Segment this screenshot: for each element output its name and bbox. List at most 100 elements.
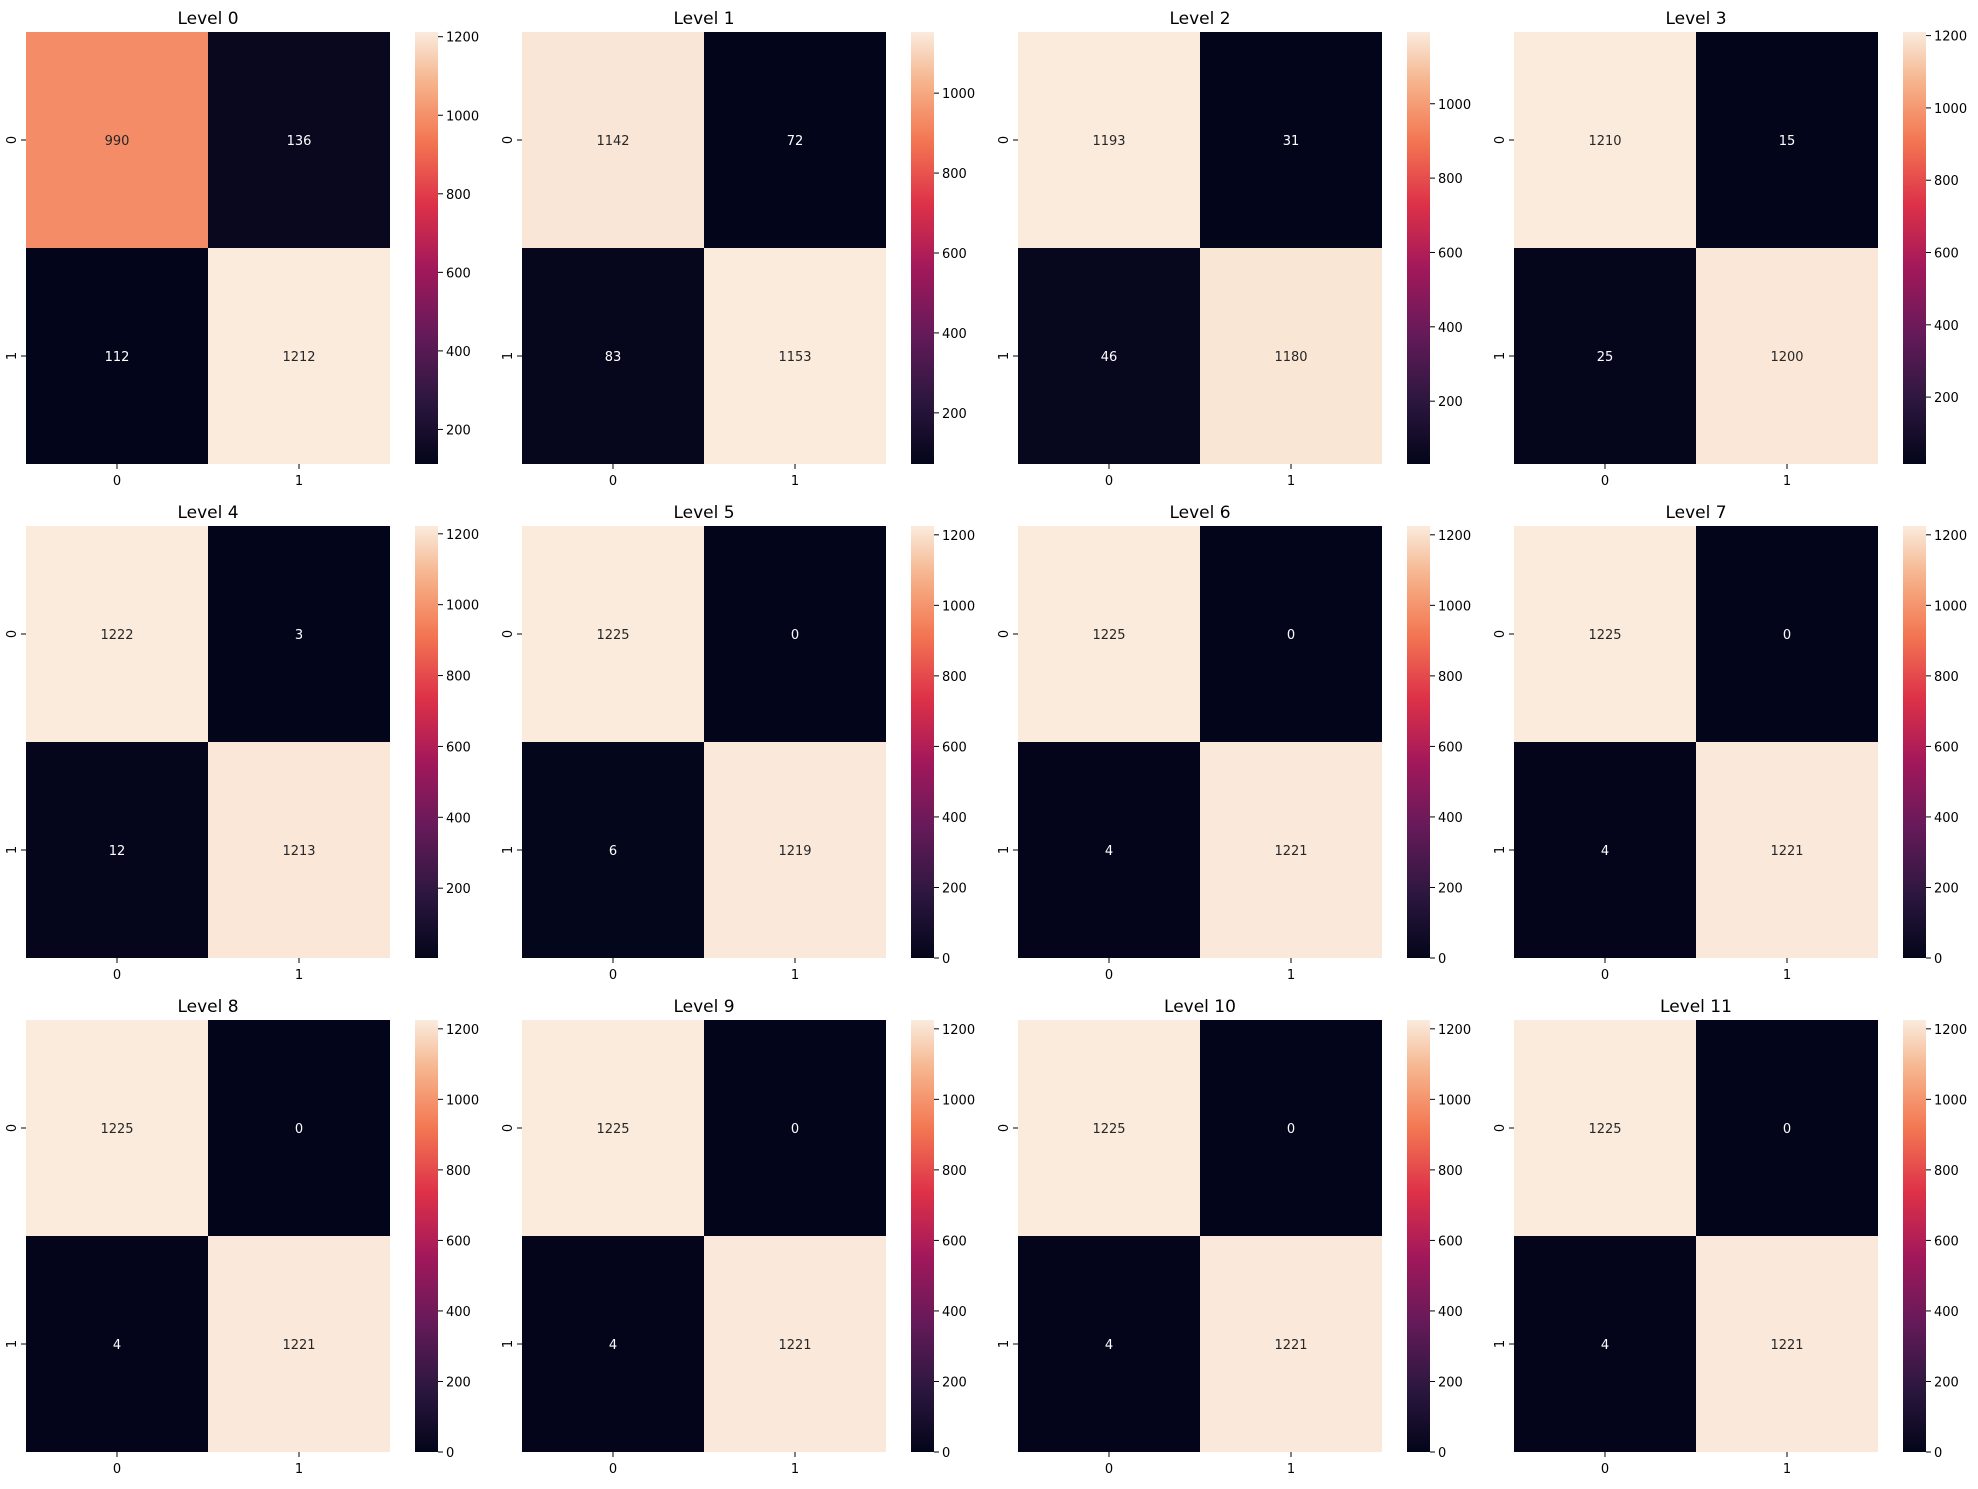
- panel-title: Level 5: [673, 503, 734, 523]
- heatmap-cell: [704, 248, 886, 464]
- heatmap-cell: [704, 1236, 886, 1452]
- colorbar-tick-label: 1200: [942, 529, 975, 544]
- heatmap-cell: [522, 1020, 704, 1236]
- heatmap-panel-5: Level 5 1225 0 6 1219 0 1 0 1 0 200 400 600 800 1000 12…: [501, 503, 975, 983]
- y-tick-label: 1: [5, 846, 20, 854]
- x-tick-label: 0: [609, 1462, 617, 1477]
- colorbar-tick-label: 200: [446, 882, 471, 897]
- y-tick-label: 0: [997, 630, 1012, 638]
- colorbar-tick-label: 1200: [446, 1023, 479, 1038]
- colorbar-tick-label: 0: [1438, 1446, 1446, 1461]
- colorbar-tick-label: 200: [942, 881, 967, 896]
- colorbar: [1903, 1020, 1926, 1452]
- y-tick-label: 1: [997, 352, 1012, 360]
- heatmap-cell: [26, 248, 208, 464]
- colorbar-tick-label: 0: [1934, 952, 1942, 967]
- cell-value-label: 1213: [282, 844, 315, 859]
- x-tick-label: 0: [609, 968, 617, 983]
- heatmap-cell: [1200, 248, 1382, 464]
- heatmap-cell: [522, 526, 704, 742]
- heatmap-cell: [1696, 742, 1878, 958]
- x-tick-label: 0: [1601, 1462, 1609, 1477]
- y-tick-label: 0: [997, 136, 1012, 144]
- colorbar-tick-label: 200: [1934, 881, 1959, 896]
- x-tick-label: 0: [113, 968, 121, 983]
- cell-value-label: 46: [1101, 350, 1118, 365]
- heatmap-cell: [704, 1020, 886, 1236]
- colorbar-tick-label: 1000: [446, 1093, 479, 1108]
- panel-title: Level 2: [1169, 9, 1230, 29]
- colorbar-tick-label: 0: [1438, 952, 1446, 967]
- x-tick-label: 0: [1105, 1462, 1113, 1477]
- colorbar-tick-label: 0: [942, 1446, 950, 1461]
- heatmap-panel-7: Level 7 1225 0 4 1221 0 1 0 1 0 200 400 600 800 1000 12…: [1493, 503, 1967, 983]
- cell-value-label: 4: [1105, 1338, 1113, 1353]
- heatmap-cell: [1696, 1020, 1878, 1236]
- cell-value-label: 4: [113, 1338, 121, 1353]
- heatmap-cell: [1200, 742, 1382, 958]
- heatmap-cell: [1514, 248, 1696, 464]
- cell-value-label: 1221: [282, 1338, 315, 1353]
- colorbar-tick-label: 400: [1934, 1305, 1959, 1320]
- colorbar-tick-label: 0: [942, 952, 950, 967]
- y-tick-label: 0: [501, 630, 516, 638]
- cell-value-label: 1221: [1770, 844, 1803, 859]
- cell-value-label: 1225: [1092, 628, 1125, 643]
- heatmap-cell: [522, 32, 704, 248]
- colorbar-tick-label: 400: [942, 811, 967, 826]
- colorbar-tick-label: 400: [446, 1305, 471, 1320]
- y-tick-label: 0: [5, 1124, 20, 1132]
- cell-value-label: 4: [1105, 844, 1113, 859]
- heatmap-cell: [1514, 32, 1696, 248]
- colorbar-tick-label: 1200: [1934, 1023, 1967, 1038]
- colorbar: [911, 526, 934, 958]
- cell-value-label: 1225: [596, 1122, 629, 1137]
- colorbar-tick-label: 400: [942, 1305, 967, 1320]
- heatmap-cell: [1200, 526, 1382, 742]
- heatmap-panel-6: Level 6 1225 0 4 1221 0 1 0 1 0 200 400 600 800 1000 12…: [997, 503, 1471, 983]
- cell-value-label: 1225: [1092, 1122, 1125, 1137]
- colorbar-tick-label: 600: [446, 266, 471, 281]
- colorbar-tick-label: 600: [1438, 740, 1463, 755]
- x-tick-label: 0: [113, 474, 121, 489]
- heatmap-cell: [1200, 32, 1382, 248]
- panel-title: Level 9: [673, 997, 734, 1017]
- heatmap-cell: [522, 742, 704, 958]
- colorbar-tick-label: 400: [446, 345, 471, 360]
- y-tick-label: 0: [501, 136, 516, 144]
- panel-title: Level 11: [1660, 997, 1732, 1017]
- colorbar-tick-label: 200: [446, 423, 471, 438]
- cell-value-label: 1200: [1770, 350, 1803, 365]
- heatmap-cell: [208, 32, 390, 248]
- cell-value-label: 1221: [1274, 1338, 1307, 1353]
- panel-title: Level 0: [177, 9, 238, 29]
- colorbar-tick-label: 1200: [1934, 30, 1967, 45]
- cell-value-label: 1221: [1274, 844, 1307, 859]
- y-tick-label: 1: [1493, 352, 1508, 360]
- y-tick-label: 0: [1493, 1124, 1508, 1132]
- y-tick-label: 1: [5, 1340, 20, 1348]
- heatmap-panel-11: Level 11 1225 0 4 1221 0 1 0 1 0 200 400 600 800 1000 1…: [1493, 997, 1967, 1477]
- cell-value-label: 4: [1601, 844, 1609, 859]
- colorbar: [415, 32, 438, 464]
- y-tick-label: 0: [501, 1124, 516, 1132]
- colorbar-tick-label: 1200: [1438, 529, 1471, 544]
- colorbar-tick-label: 800: [446, 1164, 471, 1179]
- colorbar-tick-label: 1000: [1438, 599, 1471, 614]
- colorbar-tick-label: 800: [942, 670, 967, 685]
- cell-value-label: 0: [791, 1122, 799, 1137]
- heatmap-cell: [704, 742, 886, 958]
- x-tick-label: 0: [609, 474, 617, 489]
- cell-value-label: 112: [105, 350, 130, 365]
- colorbar-tick-label: 400: [1934, 811, 1959, 826]
- y-tick-label: 0: [997, 1124, 1012, 1132]
- x-tick-label: 0: [1601, 968, 1609, 983]
- cell-value-label: 1153: [778, 350, 811, 365]
- heatmap-cell: [1018, 1020, 1200, 1236]
- colorbar-tick-label: 600: [446, 1234, 471, 1249]
- colorbar-tick-label: 800: [1934, 670, 1959, 685]
- heatmap-cell: [1696, 248, 1878, 464]
